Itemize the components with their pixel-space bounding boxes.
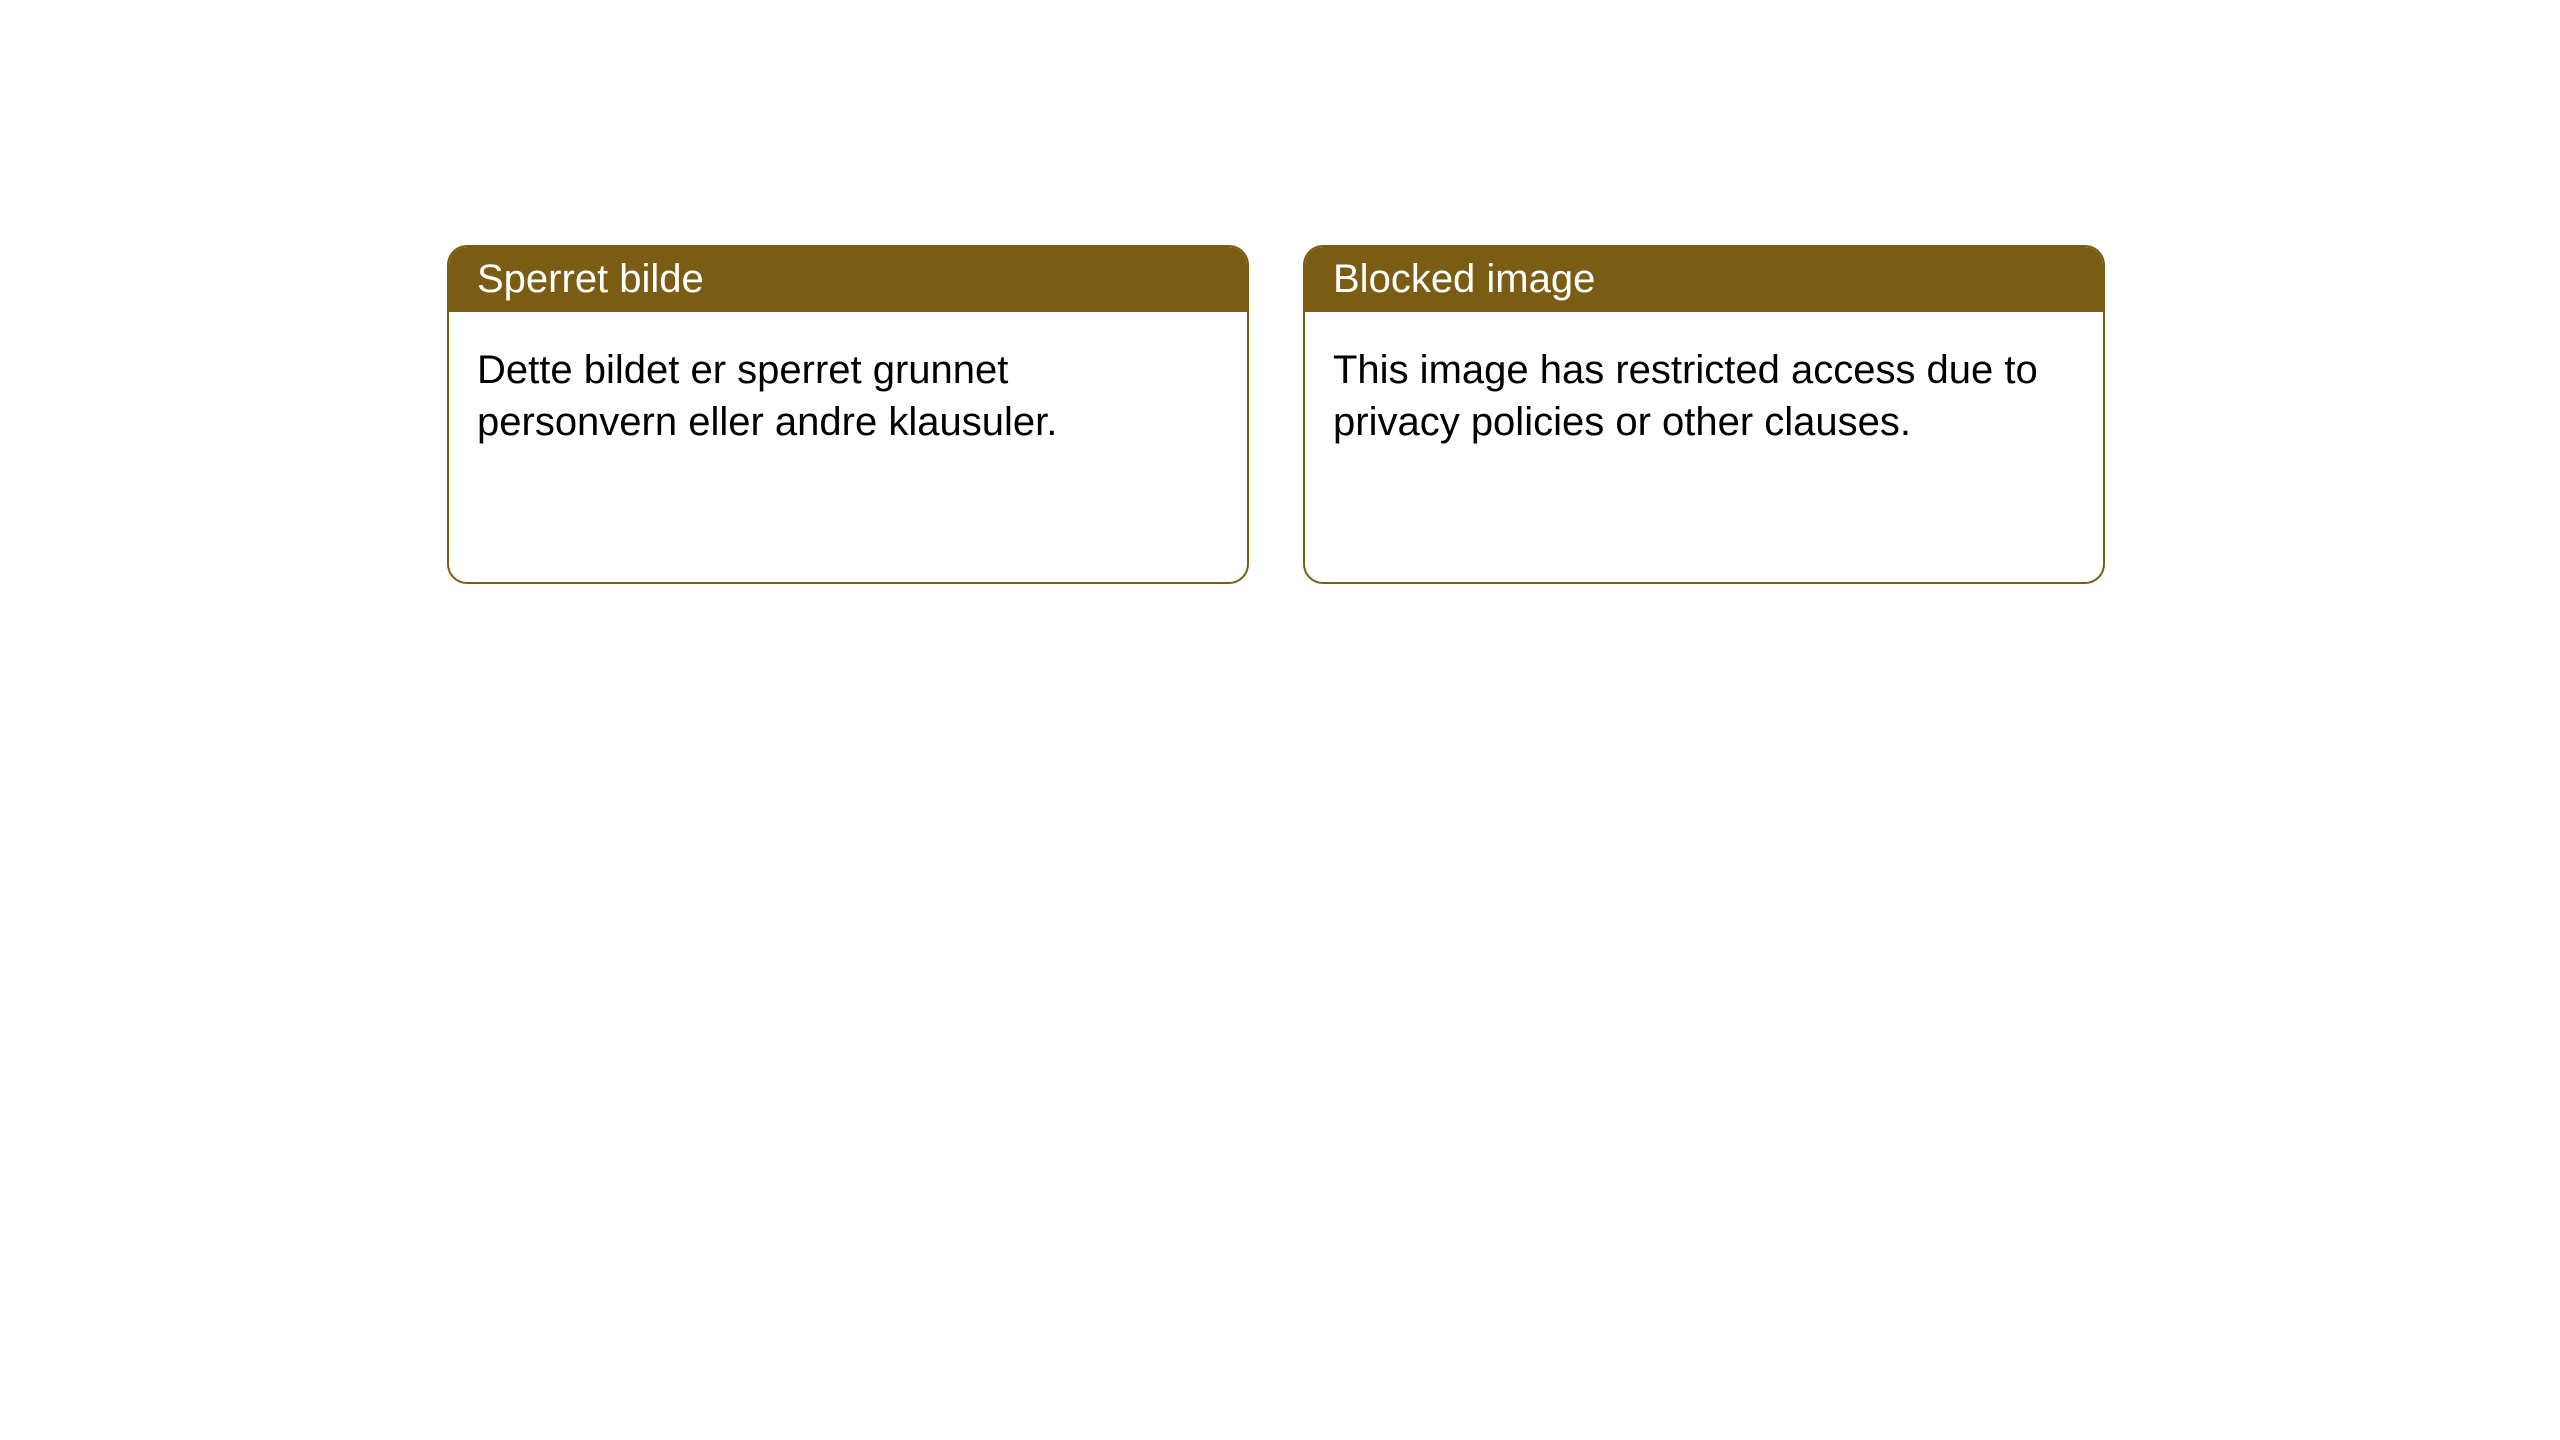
card-body-text: This image has restricted access due to … bbox=[1333, 348, 2038, 444]
card-header-norwegian: Sperret bilde bbox=[449, 247, 1247, 312]
card-header-english: Blocked image bbox=[1305, 247, 2103, 312]
info-cards-container: Sperret bilde Dette bildet er sperret gr… bbox=[447, 245, 2105, 584]
info-card-norwegian: Sperret bilde Dette bildet er sperret gr… bbox=[447, 245, 1249, 584]
card-body-english: This image has restricted access due to … bbox=[1305, 312, 2103, 582]
info-card-english: Blocked image This image has restricted … bbox=[1303, 245, 2105, 584]
card-body-text: Dette bildet er sperret grunnet personve… bbox=[477, 348, 1057, 444]
card-body-norwegian: Dette bildet er sperret grunnet personve… bbox=[449, 312, 1247, 582]
card-title: Sperret bilde bbox=[477, 257, 704, 301]
card-title: Blocked image bbox=[1333, 257, 1595, 301]
